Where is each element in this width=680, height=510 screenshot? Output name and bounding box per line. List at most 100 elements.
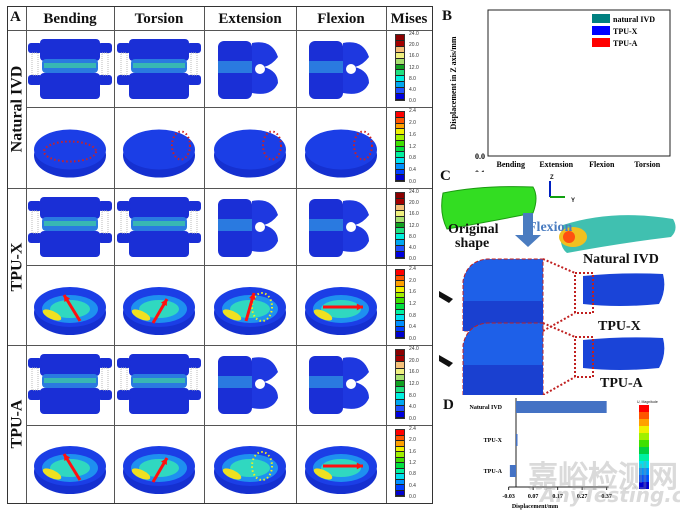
disc: [309, 376, 343, 388]
facet-process: [343, 200, 369, 252]
mises-legend: 24.0 20.0 16.0 12.0 8.0 4.0 0.0: [389, 346, 431, 422]
legend-swatch: [396, 315, 404, 322]
spine-contour-flexion: [297, 346, 385, 424]
highlight-dotted-circle: [262, 130, 282, 161]
legend-tick: 0.0: [409, 416, 416, 422]
flexion-arrow: [523, 213, 533, 235]
legend-swatch: [396, 468, 404, 474]
spine-contour-bending: [27, 31, 113, 106]
legend-tick: 0.8: [409, 155, 416, 162]
grid-line-horizontal: [8, 30, 432, 31]
grid-line-horizontal: [26, 425, 432, 426]
axis-y-label: Y: [571, 198, 576, 204]
highlight-dotted-circle: [171, 130, 191, 161]
mises-legend: 24.0 20.0 16.0 12.0 8.0 4.0 0.0: [389, 189, 431, 262]
tpu-a-label: TPU-A: [600, 376, 643, 391]
column-header-flexion: Flexion: [317, 10, 365, 27]
disc-contour-extension: [205, 266, 295, 344]
legend-swatch: [396, 326, 404, 333]
legend-color-bar: [395, 192, 405, 259]
highlight-dotted-circle: [251, 292, 273, 322]
legend-swatch: [396, 169, 404, 176]
legend-swatch: [396, 40, 404, 47]
grid-line-horizontal: [26, 265, 432, 266]
legend-swatch: [396, 135, 404, 141]
legend-swatch: [396, 474, 404, 480]
legend-swatch: [396, 368, 404, 375]
displacement-legend: 2.4 2.0 1.6 1.2 0.8 0.4 0.0: [389, 108, 431, 185]
legend-color-bar: [395, 429, 405, 497]
x-tick-label: Torsion: [634, 160, 660, 169]
vertebra-upper: [40, 197, 100, 219]
grid-line-vertical: [26, 7, 27, 503]
x-tick-label: 0.37: [601, 494, 612, 500]
disc-contour-flexion: [297, 108, 385, 187]
displacement-legend: 2.4 2.0 1.6 1.2 0.8 0.4 0.0: [389, 426, 431, 500]
legend-swatch: [639, 412, 649, 419]
tpu-x-deformed: [583, 273, 665, 306]
legend-tick: 24.0: [409, 346, 419, 352]
x-tick-label: 0.07: [528, 494, 539, 500]
legend-tick: 0.0: [409, 98, 416, 104]
highlight-dotted-circle: [43, 140, 97, 163]
legend-tick: 2.4: [409, 426, 416, 432]
x-tick-label: 0.27: [577, 494, 588, 500]
vertebra-lower: [40, 231, 100, 257]
legend-tick: 24.0: [409, 31, 419, 37]
legend-swatch: [396, 380, 404, 388]
legend-swatch: [396, 88, 404, 95]
legend-color-bar: [395, 34, 405, 101]
vertebra-upper: [129, 197, 189, 219]
legend-swatch: [396, 374, 404, 381]
x-axis-label: Displacement/mm: [512, 504, 558, 510]
legend-swatch: [396, 58, 404, 65]
spine-contour-flexion: [297, 31, 385, 106]
facet-process: [252, 200, 278, 252]
disc-contour-bending: [27, 426, 113, 502]
tpu-a-deformed: [583, 337, 665, 370]
legend-swatch: [396, 446, 404, 452]
spine-contour-torsion: [115, 346, 203, 424]
legend-tick: 8.0: [409, 233, 416, 240]
legend-swatch: [396, 117, 404, 124]
category-label: TPU-A: [484, 469, 503, 475]
legend-swatch: [396, 479, 404, 485]
vertebra-lower: [129, 388, 189, 414]
row-label-text: TPU-X: [8, 242, 26, 291]
x-tick-label: Bending: [497, 160, 525, 169]
legend-swatch: [396, 35, 404, 41]
vertebra-lower: [40, 73, 100, 99]
grid-line-vertical: [114, 7, 115, 503]
plot-frame: [487, 9, 671, 157]
legend-entry: TPU-X: [613, 27, 638, 36]
legend-swatch: [639, 426, 649, 433]
vertebra-upper: [129, 354, 189, 376]
legend-swatch: [396, 435, 404, 441]
grid-line-vertical: [204, 7, 205, 503]
legend-swatch: [396, 393, 404, 400]
row-label: Natural IVD: [8, 30, 26, 188]
legend-swatch: [396, 234, 404, 241]
legend-swatch: [396, 411, 404, 419]
legend-swatch: [592, 38, 610, 47]
legend-tick: 16.0: [409, 211, 419, 218]
legend-swatch: [396, 275, 404, 282]
spine-contour-extension: [205, 31, 295, 106]
black-arrow: [439, 355, 453, 367]
legend-tick: 1.2: [409, 143, 416, 150]
legend-tick: 12.0: [409, 64, 419, 71]
legend-tick: 1.2: [409, 460, 416, 466]
bar-tpu-a: [509, 465, 516, 477]
legend-swatch: [396, 52, 404, 59]
legend-swatch: [396, 298, 404, 305]
category-label: TPU-X: [484, 438, 503, 444]
legend-tick: 4.0: [409, 404, 416, 411]
y-tick-label: -0.1: [472, 169, 485, 172]
bar-tpu-x: [516, 434, 518, 446]
legend-color-bar: [395, 269, 405, 339]
spine-contour-torsion: [115, 189, 203, 264]
panel-a-table: A Bending Torsion Extension Flexion Mises Nat…: [7, 6, 433, 504]
legend-tick: 8.0: [409, 392, 416, 399]
column-header-bending: Bending: [43, 10, 97, 27]
legend-tick: 2.4: [409, 266, 416, 272]
